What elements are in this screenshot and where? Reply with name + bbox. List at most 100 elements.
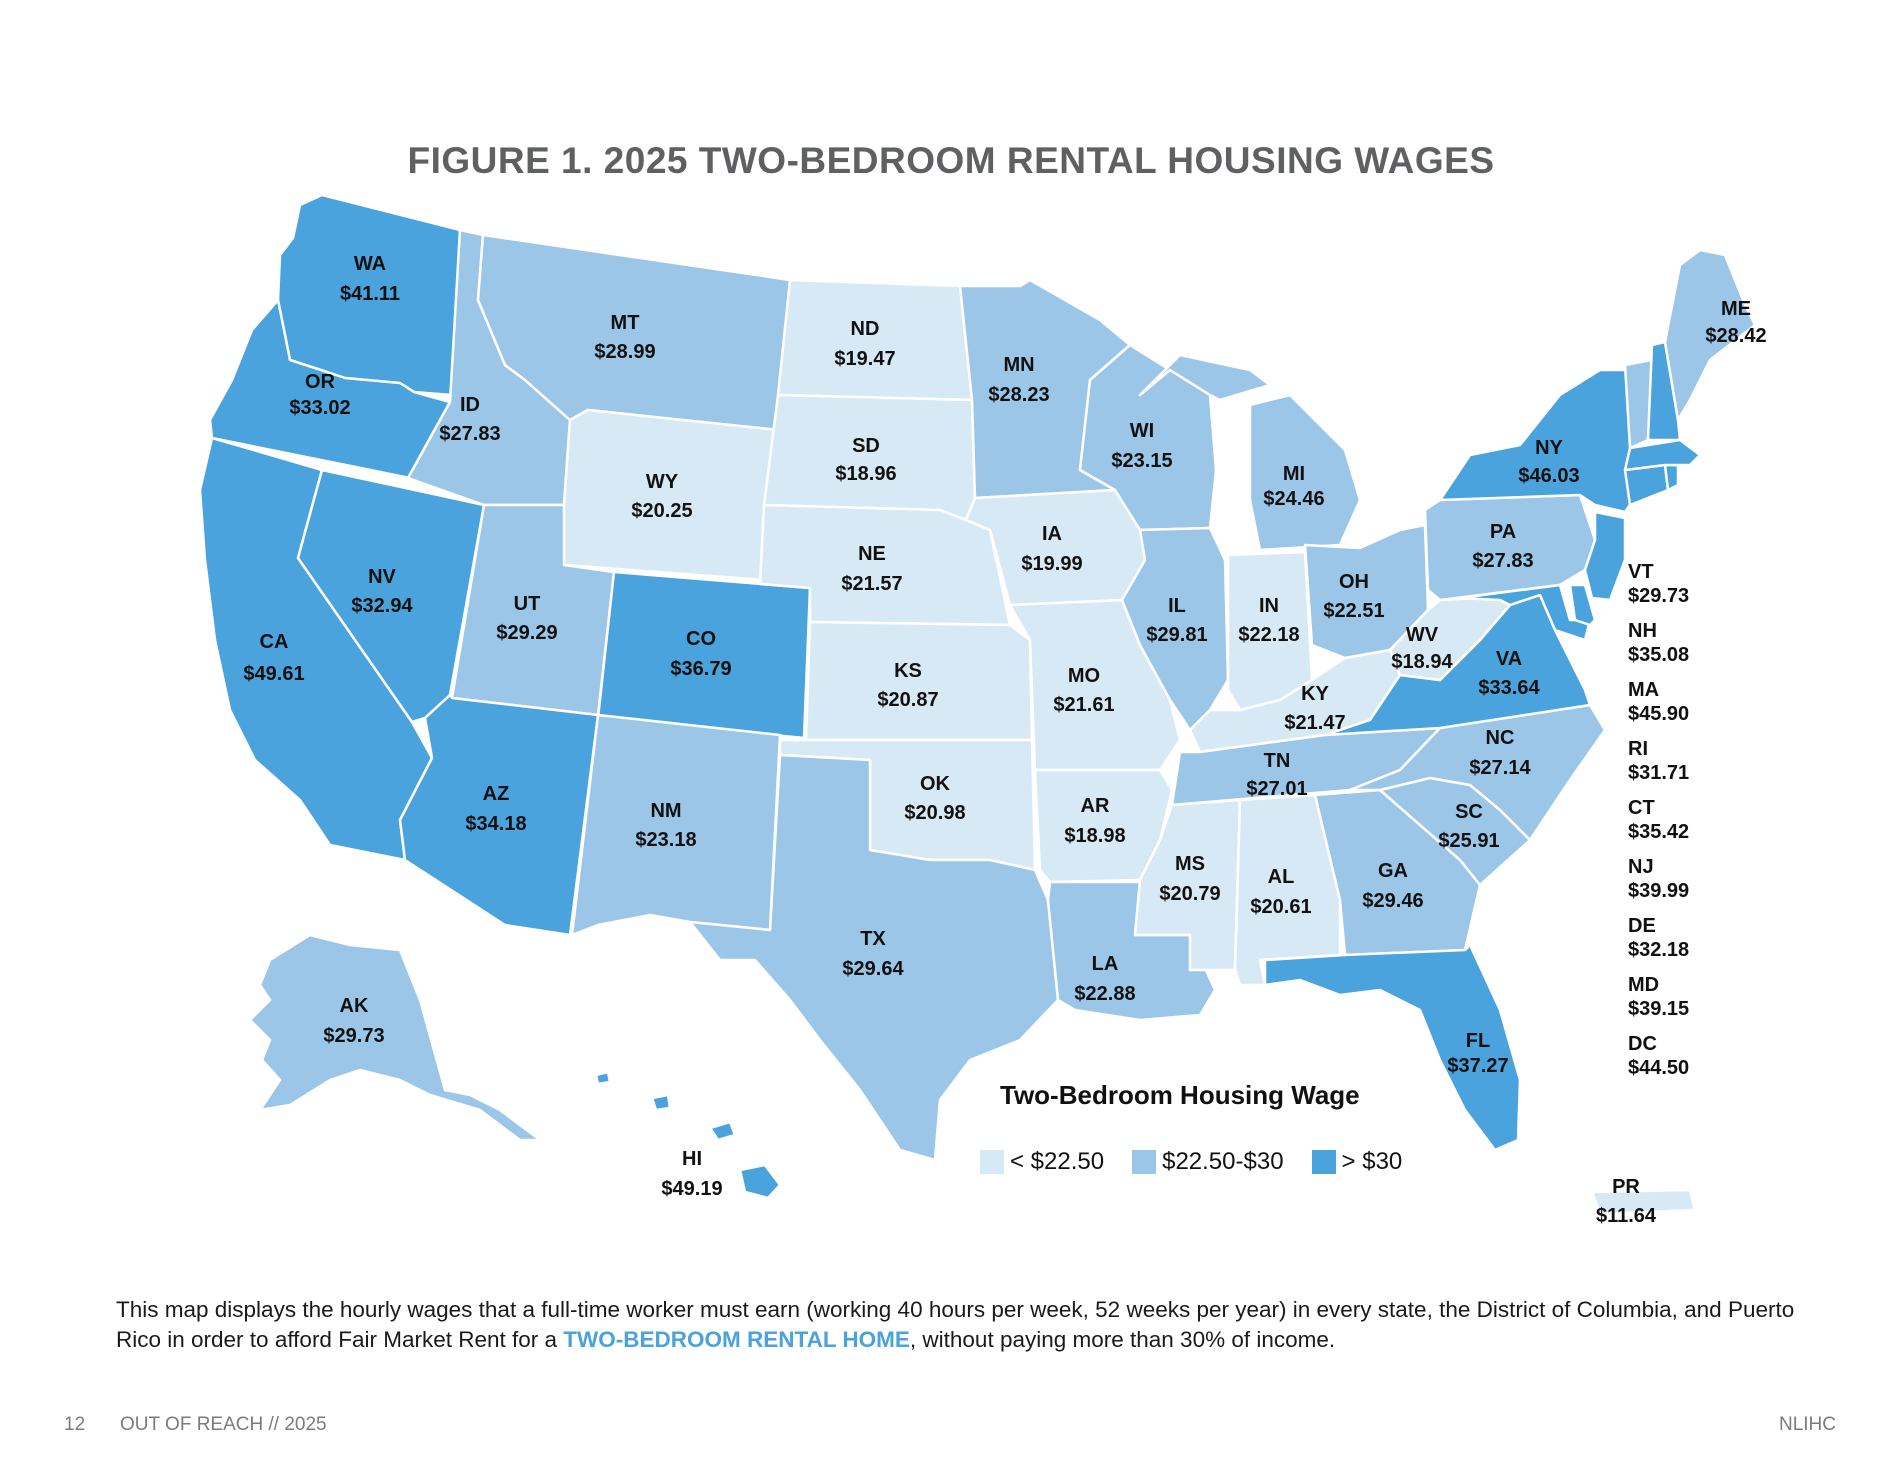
label-KY-abbr: KY (1301, 683, 1329, 705)
label-AZ-wage: $34.18 (465, 813, 526, 835)
label-IA-wage: $19.99 (1021, 553, 1082, 575)
label-OH-wage: $22.51 (1323, 600, 1384, 622)
label-TN: TN $27.01 (1246, 750, 1307, 800)
label-ME: ME $28.42 (1705, 298, 1766, 347)
label-MS-abbr: MS (1175, 853, 1205, 875)
caption-highlight: TWO-BEDROOM RENTAL HOME (563, 1327, 910, 1352)
small-state-wage: $35.08 (1628, 644, 1690, 666)
state-NM (570, 713, 782, 937)
state-HI-oahu (650, 1093, 672, 1112)
label-KS-abbr: KS (894, 660, 922, 682)
legend-item-mid: $22.50-$30 (1132, 1148, 1284, 1176)
label-VA-wage: $33.64 (1478, 677, 1540, 699)
label-OH-abbr: OH (1339, 571, 1369, 593)
page-number: 12 (64, 1414, 86, 1435)
label-MI-wage: $24.46 (1263, 488, 1324, 510)
label-LA: LA $22.88 (1074, 953, 1135, 1005)
label-WA: WA $41.11 (340, 253, 400, 305)
state-MI (1248, 393, 1362, 552)
caption-text-after: , without paying more than 30% of income… (909, 1327, 1336, 1352)
label-TN-abbr: TN (1264, 750, 1291, 772)
label-OH: OH $22.51 (1323, 571, 1384, 622)
label-WI: WI $23.15 (1111, 420, 1172, 472)
label-HI-wage: $49.19 (661, 1178, 722, 1200)
small-state-MD: MD $39.15 (1628, 973, 1748, 1032)
label-SD: SD $18.96 (835, 435, 896, 485)
small-state-abbr: RI (1628, 738, 1648, 760)
legend-swatch-mid (1132, 1150, 1157, 1174)
label-GA-abbr: GA (1378, 860, 1408, 882)
small-state-wage: $29.73 (1628, 585, 1690, 607)
label-CA-abbr: CA (260, 631, 289, 653)
label-OR: OR $33.02 (289, 371, 350, 419)
label-MO-abbr: MO (1068, 665, 1100, 687)
state-PR (1590, 1188, 1697, 1216)
label-KS: KS $20.87 (877, 660, 938, 711)
label-MS: MS $20.79 (1159, 853, 1220, 905)
small-state-MA: MA $45.90 (1628, 678, 1748, 737)
label-NM-abbr: NM (650, 800, 681, 822)
label-OK-abbr: OK (920, 773, 951, 795)
figure-title: FIGURE 1. 2025 TWO-BEDROOM RENTAL HOUSIN… (407, 140, 1495, 181)
label-CO: CO $36.79 (670, 628, 731, 680)
label-MN-abbr: MN (1003, 354, 1034, 376)
label-MT-abbr: MT (611, 312, 640, 334)
small-state-NH: NH $35.08 (1628, 619, 1748, 678)
small-state-abbr: DC (1628, 1033, 1657, 1055)
label-FL-wage: $37.27 (1447, 1055, 1508, 1077)
label-WY: WY $20.25 (631, 471, 692, 522)
state-HI-maui (708, 1120, 737, 1142)
label-MI-abbr: MI (1283, 463, 1305, 485)
label-GA: GA $29.46 (1362, 860, 1423, 912)
label-KY: KY $21.47 (1284, 683, 1345, 734)
label-WA-wage: $41.11 (340, 283, 400, 305)
small-state-abbr: VT (1628, 561, 1654, 583)
label-AR: AR $18.98 (1064, 795, 1125, 847)
label-NY-wage: $46.03 (1518, 465, 1579, 487)
label-WY-wage: $20.25 (631, 500, 692, 522)
small-state-wage: $39.15 (1628, 998, 1690, 1020)
label-MN: MN $28.23 (988, 354, 1049, 406)
state-MI-upper (1138, 353, 1272, 402)
label-NC: NC $27.14 (1469, 727, 1531, 779)
label-WY-abbr: WY (646, 471, 679, 493)
label-SC-wage: $25.91 (1438, 830, 1499, 852)
label-ND: ND $19.47 (834, 318, 895, 370)
legend-title: Two-Bedroom Housing Wage (1000, 1080, 1360, 1110)
small-state-DE: DE $32.18 (1628, 914, 1748, 973)
label-WV-wage: $18.94 (1391, 651, 1453, 673)
legend-label-high: > $30 (1341, 1148, 1403, 1175)
label-PR: PR $11.64 (1596, 1176, 1657, 1227)
label-IN-wage: $22.18 (1238, 624, 1299, 646)
label-HI: HI $49.19 (661, 1148, 722, 1200)
state-HI (738, 1163, 782, 1200)
small-state-wage: $31.71 (1628, 762, 1690, 784)
legend-item-low: < $22.50 (980, 1148, 1104, 1176)
label-UT-wage: $29.29 (496, 622, 557, 644)
label-TX-abbr: TX (860, 928, 886, 950)
label-NC-wage: $27.14 (1469, 757, 1531, 779)
label-KS-wage: $20.87 (877, 689, 938, 711)
state-RI (1663, 463, 1680, 492)
label-IL: IL $29.81 (1146, 595, 1207, 646)
label-SC: SC $25.91 (1438, 801, 1499, 852)
publication-name: OUT OF REACH // 2025 (120, 1414, 327, 1435)
legend-swatch-high (1311, 1150, 1336, 1174)
state-WY (562, 408, 780, 582)
label-CO-abbr: CO (686, 628, 716, 650)
small-state-wage: $44.50 (1628, 1057, 1690, 1079)
label-ID-abbr: ID (460, 394, 480, 416)
label-WI-abbr: WI (1130, 420, 1154, 442)
small-state-abbr: MD (1628, 974, 1660, 996)
label-MT: MT $28.99 (594, 312, 655, 363)
small-state-abbr: NH (1628, 620, 1657, 642)
small-states-list: VT $29.73 NH $35.08 MA $45.90 RI $31.71 CT $3… (1628, 560, 1748, 1091)
label-SD-wage: $18.96 (835, 463, 896, 485)
legend-swatch-low (980, 1150, 1004, 1174)
legend-label-low: < $22.50 (1010, 1148, 1105, 1175)
label-AZ: AZ $34.18 (465, 783, 526, 835)
label-FL-abbr: FL (1466, 1030, 1490, 1052)
state-CO (596, 570, 812, 740)
state-CT (1623, 463, 1670, 507)
label-IN: IN $22.18 (1238, 595, 1299, 646)
